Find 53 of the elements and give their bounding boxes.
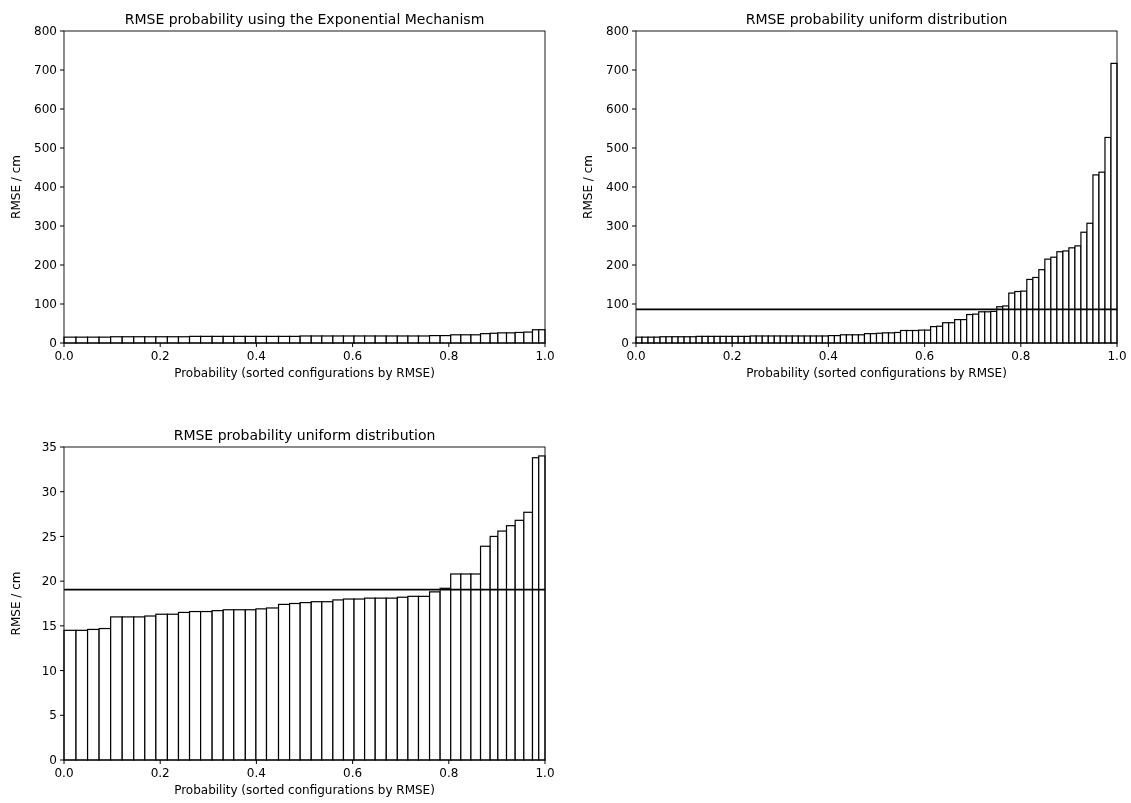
- y-tick-label: 300: [606, 219, 629, 234]
- x-tick-label: 0.8: [439, 766, 459, 780]
- x-tick-label: 0.6: [343, 766, 363, 780]
- y-tick-label: 400: [606, 180, 629, 195]
- x-tick-label: 0.6: [915, 349, 935, 363]
- chart-title: RMSE probability uniform distribution: [745, 11, 1008, 27]
- y-tick-label: 500: [606, 141, 629, 156]
- y-axis-title: RMSE / cm: [9, 571, 23, 636]
- y-tick-label: 0: [621, 336, 629, 351]
- x-tick-label: 0.8: [439, 349, 459, 363]
- y-tick-label: 100: [606, 297, 629, 312]
- x-tick-label: 0.4: [246, 349, 266, 363]
- y-tick-label: 0: [49, 336, 57, 351]
- y-tick-label: 200: [606, 258, 629, 273]
- y-tick-label: 800: [606, 24, 629, 39]
- y-tick-label: 15: [41, 619, 57, 634]
- x-tick-label: 0.8: [1011, 349, 1031, 363]
- x-tick-label: 1.0: [1107, 349, 1127, 363]
- y-tick-label: 400: [34, 180, 57, 195]
- y-tick-label: 25: [41, 529, 57, 544]
- y-tick-label: 600: [34, 102, 57, 117]
- x-tick-label: 0.4: [246, 766, 266, 780]
- x-tick-label: 0.0: [626, 349, 646, 363]
- x-tick-label: 0.2: [722, 349, 742, 363]
- y-tick-label: 5: [49, 708, 57, 723]
- x-tick-label: 0.0: [54, 349, 74, 363]
- y-tick-label: 35: [41, 440, 57, 455]
- chart-title: RMSE probability using the Exponential Mechanism: [124, 11, 485, 27]
- y-axis-title: RMSE / cm: [9, 155, 23, 219]
- x-tick-label: 0.4: [818, 349, 838, 363]
- x-tick-label: 0.2: [150, 766, 170, 780]
- x-tick-label: 0.2: [150, 349, 170, 363]
- x-axis-title: Probability (sorted configurations by RMSE): [174, 366, 435, 380]
- y-tick-label: 10: [41, 663, 57, 678]
- y-tick-label: 700: [606, 63, 629, 78]
- y-tick-label: 200: [34, 258, 57, 273]
- y-tick-label: 800: [34, 24, 57, 39]
- y-tick-label: 20: [41, 574, 57, 589]
- y-tick-label: 0: [49, 753, 57, 768]
- x-axis-title: Probability (sorted configurations by RMSE): [174, 783, 435, 797]
- x-axis-title: Probability (sorted configurations by RMSE): [746, 366, 1007, 380]
- y-axis-title: RMSE / cm: [581, 155, 595, 219]
- y-tick-label: 300: [34, 219, 57, 234]
- y-tick-label: 100: [34, 297, 57, 312]
- chart-title: RMSE probability uniform distribution: [173, 427, 436, 443]
- y-tick-label: 600: [606, 102, 629, 117]
- x-tick-label: 1.0: [535, 349, 555, 363]
- y-tick-label: 30: [41, 484, 57, 499]
- x-tick-label: 0.6: [343, 349, 363, 363]
- y-tick-label: 700: [34, 63, 57, 78]
- y-tick-label: 500: [34, 141, 57, 156]
- x-tick-label: 0.0: [54, 766, 74, 780]
- x-tick-label: 1.0: [535, 766, 555, 780]
